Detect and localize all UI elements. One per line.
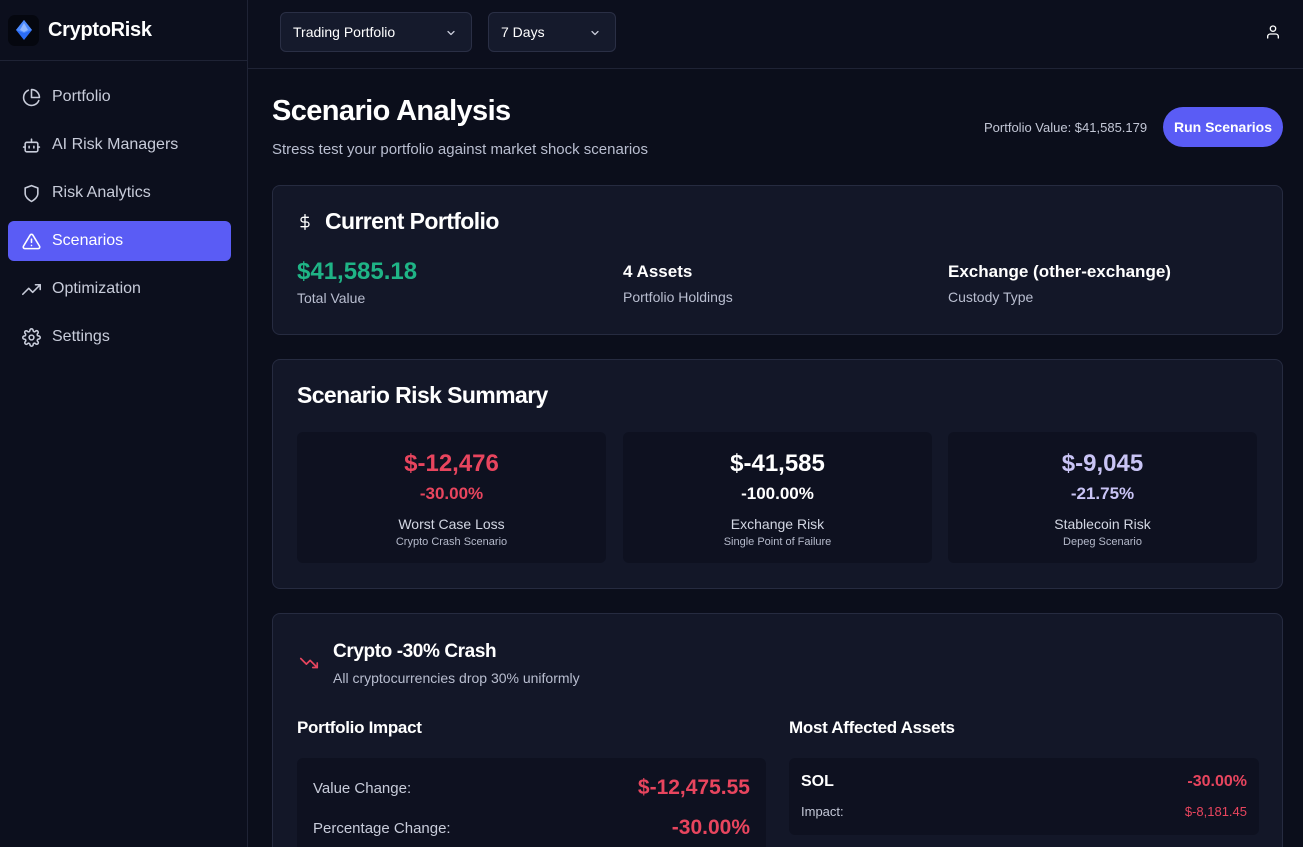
period-select[interactable]: 7 Days xyxy=(488,12,616,52)
gear-icon xyxy=(21,327,41,347)
assets-count: 4 Assets xyxy=(623,262,693,281)
value-change: $-12,475.55 xyxy=(637,776,750,799)
sidebar-item-portfolio[interactable]: Portfolio xyxy=(8,77,231,117)
brand-name: CryptoRisk xyxy=(48,18,152,41)
total-value-label: Total Value xyxy=(297,290,366,306)
value-change-label: Value Change: xyxy=(313,779,412,797)
brand[interactable]: CryptoRisk xyxy=(0,0,247,61)
portfolio-impact-box: Value Change: $-12,475.55 Percentage Cha… xyxy=(297,758,766,847)
custody-label: Custody Type xyxy=(948,289,1034,305)
card-title: Current Portfolio xyxy=(325,208,499,234)
summary-value: $-41,585 xyxy=(730,450,825,477)
asset-impact: $-8,181.45 xyxy=(1184,804,1247,819)
assets-label: Portfolio Holdings xyxy=(623,289,733,305)
asset-symbol: SOL xyxy=(801,773,834,790)
sidebar-nav: Portfolio AI Risk Managers Risk Analytic… xyxy=(0,61,247,357)
assets-stat: 4 Assets Portfolio Holdings xyxy=(623,262,733,305)
pie-chart-icon xyxy=(21,87,41,107)
affected-asset-item: SOL -30.00% Impact: $-8,181.45 xyxy=(789,758,1259,835)
period-select-value: 7 Days xyxy=(501,24,545,40)
percentage-change-row: Percentage Change: -30.00% xyxy=(313,816,750,840)
summary-percent: -30.00% xyxy=(419,484,484,503)
summary-sub: Single Point of Failure xyxy=(723,536,832,548)
stablecoin-risk-box: $-9,045 -21.75% Stablecoin Risk Depeg Sc… xyxy=(948,432,1257,563)
summary-value: $-9,045 xyxy=(1061,450,1144,477)
custody-type: Exchange (other-exchange) xyxy=(948,262,1171,281)
summary-sub: Crypto Crash Scenario xyxy=(395,536,508,548)
portfolio-select[interactable]: Trading Portfolio xyxy=(280,12,472,52)
alert-triangle-icon xyxy=(21,231,41,251)
sidebar-item-label: Scenarios xyxy=(52,232,124,249)
page-title: Scenario Analysis xyxy=(272,95,511,127)
custody-stat: Exchange (other-exchange) Custody Type xyxy=(948,262,1171,305)
shield-icon xyxy=(21,183,41,203)
sidebar-item-label: Portfolio xyxy=(52,88,111,105)
exchange-risk-box: $-41,585 -100.00% Exchange Risk Single P… xyxy=(623,432,932,563)
bot-icon xyxy=(21,135,41,155)
trending-up-icon xyxy=(21,279,41,299)
scenario-description: All cryptocurrencies drop 30% uniformly xyxy=(333,670,580,686)
portfolio-select-value: Trading Portfolio xyxy=(293,24,396,40)
summary-label: Exchange Risk xyxy=(730,516,825,532)
portfolio-impact-title: Portfolio Impact xyxy=(297,718,422,737)
current-portfolio-title-row: Current Portfolio xyxy=(297,208,499,235)
summary-label: Worst Case Loss xyxy=(398,516,505,532)
scenario-card: Crypto -30% Crash All cryptocurrencies d… xyxy=(272,613,1283,847)
most-affected-title: Most Affected Assets xyxy=(789,718,955,737)
topbar: Trading Portfolio 7 Days xyxy=(248,0,1303,69)
portfolio-value-text: Portfolio Value: $41,585.179 xyxy=(984,120,1148,135)
user-icon[interactable] xyxy=(1265,24,1281,45)
sidebar-item-label: Risk Analytics xyxy=(52,184,151,201)
risk-summary-card: Scenario Risk Summary $-12,476 -30.00% W… xyxy=(272,359,1283,589)
logo-icon xyxy=(8,14,39,46)
sidebar-item-settings[interactable]: Settings xyxy=(8,317,231,357)
dollar-icon xyxy=(297,211,313,233)
sidebar-item-label: Settings xyxy=(52,328,110,345)
percentage-change-label: Percentage Change: xyxy=(313,819,451,837)
sidebar-item-label: Optimization xyxy=(52,280,141,297)
summary-value: $-12,476 xyxy=(404,450,499,477)
summary-percent: -100.00% xyxy=(741,484,814,503)
sidebar: CryptoRisk Portfolio AI Risk Managers Ri… xyxy=(0,0,248,847)
chevron-down-icon xyxy=(445,26,457,42)
total-value-stat: $41,585.18 Total Value xyxy=(297,258,417,306)
total-value: $41,585.18 xyxy=(297,258,418,285)
worst-case-box: $-12,476 -30.00% Worst Case Loss Crypto … xyxy=(297,432,606,563)
card-title: Scenario Risk Summary xyxy=(297,382,548,408)
sidebar-item-risk-analytics[interactable]: Risk Analytics xyxy=(8,173,231,213)
main-content: Scenario Analysis Stress test your portf… xyxy=(248,69,1303,847)
asset-change: -30.00% xyxy=(1187,773,1247,790)
scenario-title: Crypto -30% Crash xyxy=(333,641,497,662)
summary-percent: -21.75% xyxy=(1070,484,1135,503)
trending-down-icon xyxy=(297,654,321,672)
sidebar-item-ai-risk-managers[interactable]: AI Risk Managers xyxy=(8,125,231,165)
value-change-row: Value Change: $-12,475.55 xyxy=(313,776,750,800)
summary-sub: Depeg Scenario xyxy=(1063,536,1142,548)
sidebar-item-scenarios[interactable]: Scenarios xyxy=(8,221,231,261)
run-scenarios-button[interactable]: Run Scenarios xyxy=(1163,107,1283,147)
asset-impact-label: Impact: xyxy=(801,804,844,819)
sidebar-item-label: AI Risk Managers xyxy=(52,136,179,153)
percentage-change: -30.00% xyxy=(671,816,750,839)
current-portfolio-card: Current Portfolio $41,585.18 Total Value… xyxy=(272,185,1283,335)
chevron-down-icon xyxy=(589,26,601,42)
summary-label: Stablecoin Risk xyxy=(1054,516,1151,532)
page-subtitle: Stress test your portfolio against marke… xyxy=(272,141,648,158)
sidebar-item-optimization[interactable]: Optimization xyxy=(8,269,231,309)
